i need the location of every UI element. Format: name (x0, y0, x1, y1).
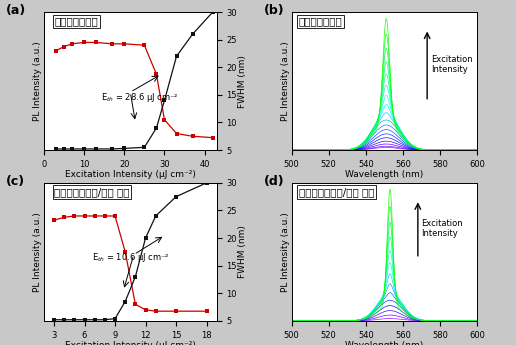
Text: E$_{th}$ = 10.6 μJ cm⁻²: E$_{th}$ = 10.6 μJ cm⁻² (92, 251, 170, 264)
Text: Excitation
Intensity: Excitation Intensity (422, 219, 463, 238)
Text: 페로브스카이트: 페로브스카이트 (299, 16, 343, 26)
Y-axis label: PL Intensity (a.u.): PL Intensity (a.u.) (34, 41, 42, 121)
Text: (c): (c) (6, 175, 25, 188)
Y-axis label: PL Intensity (a.u.): PL Intensity (a.u.) (34, 212, 42, 292)
Text: Excitation
Intensity: Excitation Intensity (431, 55, 473, 74)
X-axis label: Excitation Intensity (μJ cm⁻²): Excitation Intensity (μJ cm⁻²) (65, 170, 196, 179)
Text: (b): (b) (264, 4, 284, 17)
Text: (d): (d) (264, 175, 284, 188)
X-axis label: Excitation Intensity (μJ cm⁻²): Excitation Intensity (μJ cm⁻²) (65, 341, 196, 345)
Text: 페로브스카이트/아민 처리: 페로브스카이트/아민 처리 (54, 187, 130, 197)
Y-axis label: FWHM (nm): FWHM (nm) (238, 55, 248, 108)
Y-axis label: FWHM (nm): FWHM (nm) (238, 225, 248, 278)
Text: E$_{th}$ = 28.6 μJ cm⁻²: E$_{th}$ = 28.6 μJ cm⁻² (101, 91, 179, 104)
Text: 페로브스카이트/아민 처리: 페로브스카이트/아민 처리 (299, 187, 375, 197)
X-axis label: Wavelength (nm): Wavelength (nm) (345, 341, 424, 345)
Y-axis label: PL Intensity (a.u.): PL Intensity (a.u.) (281, 41, 290, 121)
X-axis label: Wavelength (nm): Wavelength (nm) (345, 170, 424, 179)
Y-axis label: PL Intensity (a.u.): PL Intensity (a.u.) (281, 212, 290, 292)
Text: (a): (a) (6, 4, 26, 17)
Text: 페로브스카이트: 페로브스카이트 (54, 16, 98, 26)
